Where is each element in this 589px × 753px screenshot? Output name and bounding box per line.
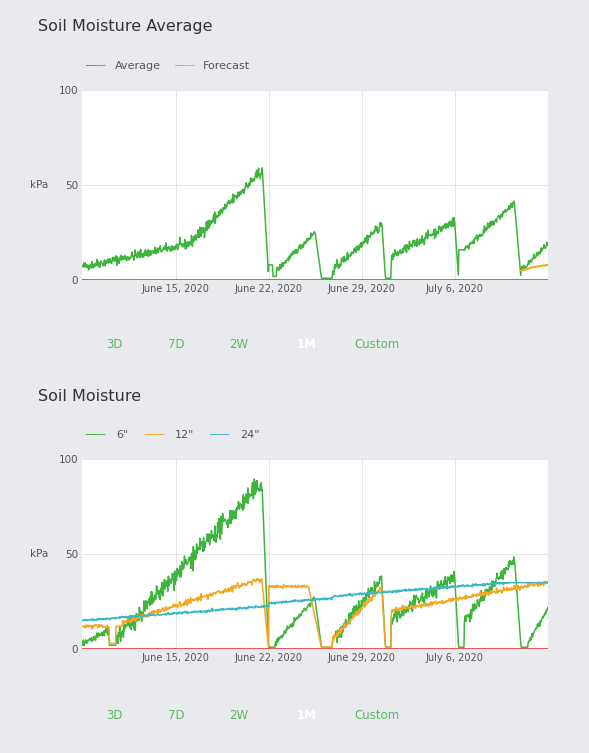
Text: 12": 12" — [175, 430, 194, 441]
Y-axis label: kPa: kPa — [30, 180, 48, 191]
Y-axis label: kPa: kPa — [30, 549, 48, 559]
Text: 7D: 7D — [168, 709, 185, 722]
Text: ───: ─── — [209, 430, 236, 441]
Text: 7D: 7D — [168, 337, 185, 351]
Text: 3D: 3D — [107, 337, 123, 351]
Text: Soil Moisture Average: Soil Moisture Average — [38, 19, 213, 34]
Text: ───: ─── — [174, 61, 201, 72]
Text: ───: ─── — [85, 430, 112, 441]
Text: ───: ─── — [144, 430, 171, 441]
Text: Forecast: Forecast — [203, 61, 250, 72]
Text: 2W: 2W — [229, 709, 248, 722]
Text: Soil Moisture: Soil Moisture — [38, 389, 141, 404]
Text: 6": 6" — [116, 430, 128, 441]
Text: 3D: 3D — [107, 709, 123, 722]
Text: 2W: 2W — [229, 337, 248, 351]
Text: ───: ─── — [85, 61, 112, 72]
Text: 1M: 1M — [296, 709, 316, 722]
Text: 24": 24" — [240, 430, 259, 441]
Text: Custom: Custom — [355, 337, 399, 351]
Text: 1M: 1M — [296, 337, 316, 351]
Text: Custom: Custom — [355, 709, 399, 722]
Text: Average: Average — [115, 61, 161, 72]
